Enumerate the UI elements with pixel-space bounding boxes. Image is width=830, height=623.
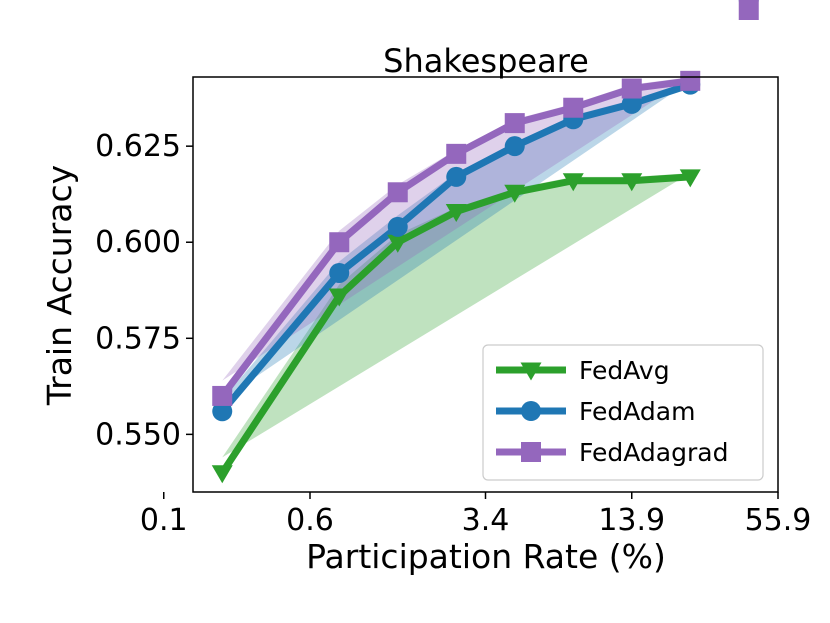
point-fedadagrad <box>387 182 408 203</box>
legend-marker-fedadagrad <box>521 442 541 462</box>
point-fedavg <box>211 465 233 484</box>
point-fedadam <box>446 166 467 187</box>
point-fedadam <box>387 216 408 237</box>
point-fedavg <box>562 173 584 192</box>
point-fedavg <box>328 288 350 307</box>
point-fedadagrad <box>680 70 701 91</box>
point-fedadagrad <box>212 385 233 406</box>
point-fedavg <box>679 169 701 188</box>
legend-label-fedavg: FedAvg <box>579 356 670 385</box>
legend-marker-fedavg <box>520 362 542 381</box>
band-fedadam <box>222 80 691 400</box>
point-fedavg <box>504 184 526 203</box>
x-axis-label: Participation Rate (%) <box>306 537 666 576</box>
legend-label-fedadam: FedAdam <box>579 397 695 426</box>
point-fedavg <box>445 203 467 222</box>
y-tick-label: 0.600 <box>95 225 181 260</box>
line-fedavg <box>219 173 691 475</box>
series-markers <box>211 0 759 484</box>
x-tick-label: 3.4 <box>462 503 510 538</box>
point-fedavg <box>621 173 643 192</box>
legend-marker-fedadam <box>521 401 541 421</box>
point-fedadagrad <box>329 232 350 253</box>
y-axis-ticks: 0.550 0.575 0.600 0.625 <box>95 129 193 452</box>
chart-title: Shakespeare <box>383 42 589 80</box>
x-tick-label: 0.1 <box>140 503 188 538</box>
point-fedadagrad <box>446 143 467 164</box>
point-fedadagrad <box>621 78 642 99</box>
point-fedadam <box>504 136 525 157</box>
point-fedadam <box>621 93 642 114</box>
point-fedavg <box>387 234 409 253</box>
point-fedadam <box>212 401 233 422</box>
point-fedadagrad <box>563 97 584 118</box>
legend: FedAvg FedAdam FedAdagrad <box>482 344 764 481</box>
y-axis-label: Train Accuracy <box>40 165 79 406</box>
x-tick-label: 13.9 <box>598 503 665 538</box>
y-tick-label: 0.550 <box>95 417 181 452</box>
x-tick-label: 0.6 <box>286 503 334 538</box>
point-fedadam <box>329 262 350 283</box>
point-fedadagrad <box>504 113 525 134</box>
y-tick-label: 0.575 <box>95 321 181 356</box>
y-tick-label: 0.625 <box>95 129 181 164</box>
x-axis-ticks: 0.1 0.6 3.4 13.9 55.9 <box>140 492 812 538</box>
x-tick-label: 55.9 <box>745 503 812 538</box>
band-fedavg <box>222 173 691 458</box>
point-fedadagrad <box>738 0 759 20</box>
line-fedadam <box>219 81 692 414</box>
legend-box <box>482 344 764 481</box>
legend-label-fedadagrad: FedAdagrad <box>579 438 728 467</box>
